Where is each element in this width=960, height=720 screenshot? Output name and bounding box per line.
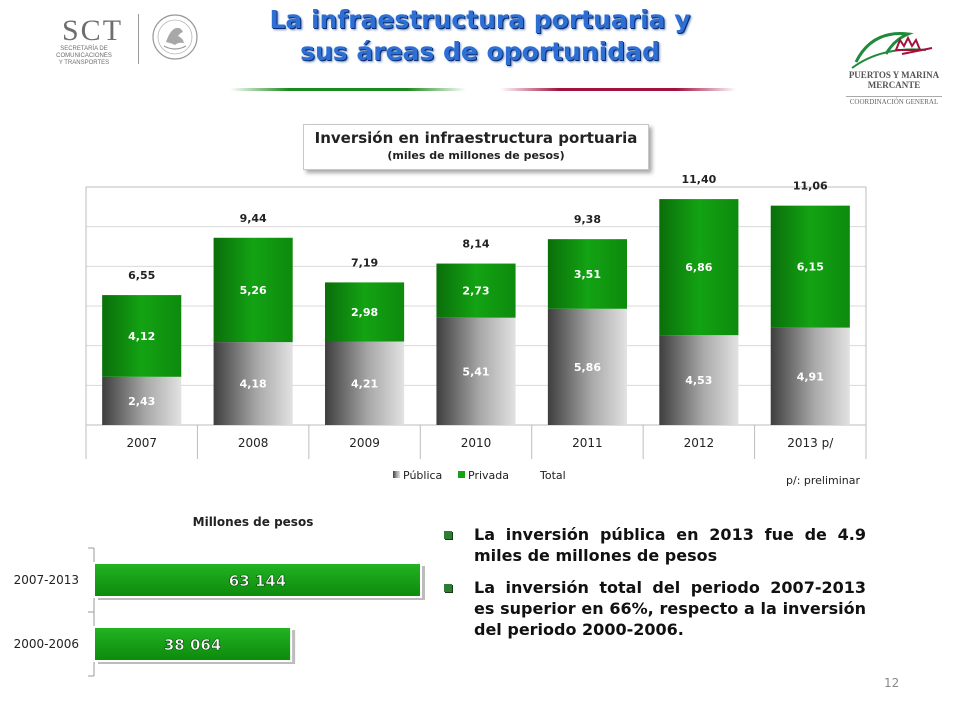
hbar-value-label: 63 144 bbox=[229, 572, 286, 590]
bar-privada bbox=[436, 263, 516, 318]
data-label-publica: 5,86 bbox=[574, 361, 601, 374]
puertos-line1: PUERTOS Y MARINA bbox=[848, 70, 940, 80]
data-label-publica: 5,41 bbox=[462, 365, 489, 378]
puertos-logo-text: PUERTOS Y MARINA MERCANTE bbox=[846, 70, 942, 90]
bar-publica bbox=[770, 327, 850, 425]
sct-logo-subtitle: SECRETARÍA DE COMUNICACIONES Y TRANSPORT… bbox=[36, 46, 132, 67]
legend-label-publica: Pública bbox=[403, 469, 442, 482]
bar-publica bbox=[102, 376, 182, 425]
key-point-2: La inversión total del periodo 2007-2013… bbox=[438, 577, 866, 640]
hbar-value-label: 38 064 bbox=[164, 636, 221, 654]
bar-privada bbox=[547, 239, 627, 309]
key-point-1: La inversión pública en 2013 fue de 4.9 … bbox=[438, 524, 866, 566]
eagle-seal-icon bbox=[152, 14, 198, 60]
bar-privada bbox=[102, 295, 182, 377]
sct-sub-line1: SECRETARÍA DE COMUNICACIONES bbox=[56, 46, 112, 59]
data-label-publica: 4,18 bbox=[240, 378, 267, 391]
title-underline-red bbox=[500, 88, 736, 91]
data-label-total: 8,14 bbox=[462, 238, 489, 251]
data-label-privada: 3,51 bbox=[574, 268, 601, 281]
x-tick-label: 2013 p/ bbox=[787, 436, 834, 450]
sct-logo-text: SCT bbox=[62, 14, 124, 47]
bar-publica bbox=[436, 317, 516, 425]
chart-subtitle: (miles de millones de pesos) bbox=[387, 149, 565, 162]
bar-publica bbox=[547, 308, 627, 425]
data-label-total: 6,55 bbox=[128, 269, 155, 282]
preliminary-note: p/: preliminar bbox=[786, 474, 861, 487]
bar-privada bbox=[325, 282, 405, 342]
bar-publica bbox=[325, 341, 405, 425]
chart-title: Inversión en infraestructura portuaria bbox=[314, 129, 638, 147]
sct-sub-line2: Y TRANSPORTES bbox=[58, 60, 110, 66]
title-underline-green bbox=[230, 88, 466, 91]
data-label-publica: 4,53 bbox=[685, 374, 712, 387]
data-label-total: 7,19 bbox=[351, 256, 378, 269]
key-points-list: La inversión pública en 2013 fue de 4.9 … bbox=[438, 524, 866, 651]
page-title-line1: La infraestructura portuaria y bbox=[269, 5, 691, 34]
puertos-logo-subtitle: COORDINACIÓN GENERAL bbox=[846, 96, 942, 106]
bar-publica bbox=[213, 342, 293, 425]
logo-divider bbox=[138, 14, 139, 64]
bar-privada bbox=[659, 199, 739, 336]
data-label-privada: 5,26 bbox=[240, 284, 267, 297]
hbar-bars: 63 144 2007-2013 38 064 2000-2006 bbox=[14, 562, 425, 664]
x-tick-label: 2012 bbox=[684, 436, 715, 450]
bar-privada bbox=[213, 237, 293, 343]
data-label-publica: 2,43 bbox=[128, 395, 155, 408]
data-label-total: 11,06 bbox=[793, 180, 828, 193]
key-point-2-text: La inversión total del periodo 2007-2013… bbox=[474, 578, 866, 639]
hbar-chart-title: Millones de pesos bbox=[193, 515, 314, 529]
ship-crown-icon bbox=[851, 32, 933, 69]
x-axis-tick-labels: 2007 2008 2009 2010 2011 2012 2013 p/ bbox=[85, 425, 867, 459]
hbar bbox=[93, 626, 293, 662]
data-label-privada: 4,12 bbox=[128, 330, 155, 343]
chart-legend: Pública Privada Total bbox=[393, 469, 566, 482]
x-tick-label: 2010 bbox=[461, 436, 492, 450]
data-label-privada: 2,73 bbox=[462, 285, 489, 298]
x-tick-label: 2011 bbox=[572, 436, 603, 450]
data-label-publica: 4,91 bbox=[797, 370, 824, 383]
chart-bars: 2,43 4,12 6,55 4,18 5,26 9,44 4,21 2,98 7,19 5,41… bbox=[102, 173, 850, 425]
data-label-privada: 2,98 bbox=[351, 306, 378, 319]
puertos-line2: MERCANTE bbox=[867, 80, 921, 90]
bar-privada bbox=[770, 205, 850, 328]
legend-label-privada: Privada bbox=[468, 469, 509, 482]
data-label-total: 9,38 bbox=[574, 213, 601, 226]
hbar-category-label: 2007-2013 bbox=[14, 573, 79, 587]
hbar bbox=[93, 562, 422, 598]
page-title-line2: sus áreas de oportunidad bbox=[300, 37, 660, 66]
page-title: La infraestructura portuaria y sus áreas… bbox=[240, 4, 720, 68]
legend-swatch-publica bbox=[393, 471, 400, 478]
data-label-total: 9,44 bbox=[240, 212, 267, 225]
x-tick-label: 2009 bbox=[349, 436, 380, 450]
bullet-square-icon bbox=[444, 531, 452, 539]
bullet-square-icon bbox=[444, 584, 452, 592]
x-tick-label: 2007 bbox=[126, 436, 157, 450]
x-tick-label: 2008 bbox=[238, 436, 269, 450]
data-label-total: 11,40 bbox=[681, 173, 716, 186]
data-label-publica: 4,21 bbox=[351, 377, 378, 390]
hbar-category-label: 2000-2006 bbox=[14, 637, 79, 651]
page-number: 12 bbox=[884, 676, 900, 690]
chart-title-box: Inversión en infraestructura portuaria (… bbox=[303, 124, 649, 170]
data-label-privada: 6,15 bbox=[797, 261, 824, 274]
bar-publica bbox=[659, 335, 739, 425]
legend-label-total: Total bbox=[539, 469, 566, 482]
legend-swatch-privada bbox=[458, 471, 465, 478]
key-point-1-text: La inversión pública en 2013 fue de 4.9 … bbox=[474, 525, 866, 565]
data-label-privada: 6,86 bbox=[685, 261, 712, 274]
